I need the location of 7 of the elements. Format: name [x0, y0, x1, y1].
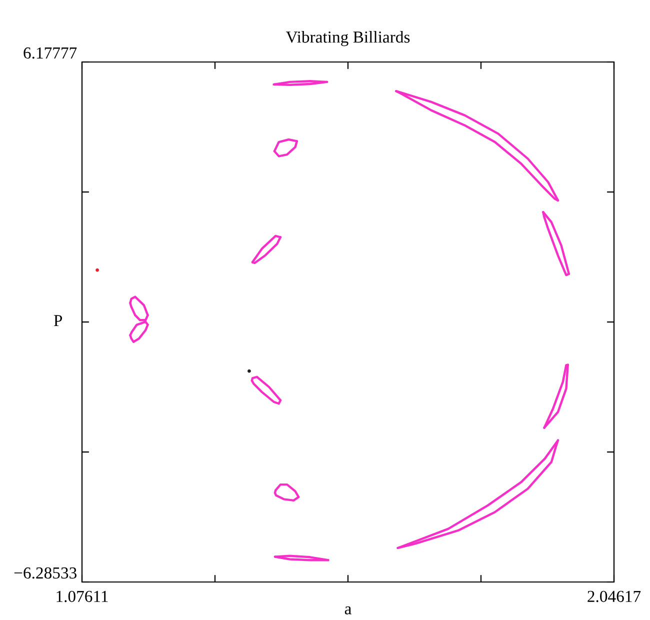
- y-axis-title: P: [54, 315, 62, 326]
- x-axis-title: a: [344, 606, 352, 614]
- x-tick-label: 2.04617: [588, 590, 641, 602]
- y-tick-label: 6.17777: [24, 47, 77, 59]
- y-tick-label: −6.28533: [14, 567, 76, 579]
- chart-title: Vibrating Billiards: [286, 30, 410, 46]
- x-tick-label: 1.07611: [56, 590, 108, 602]
